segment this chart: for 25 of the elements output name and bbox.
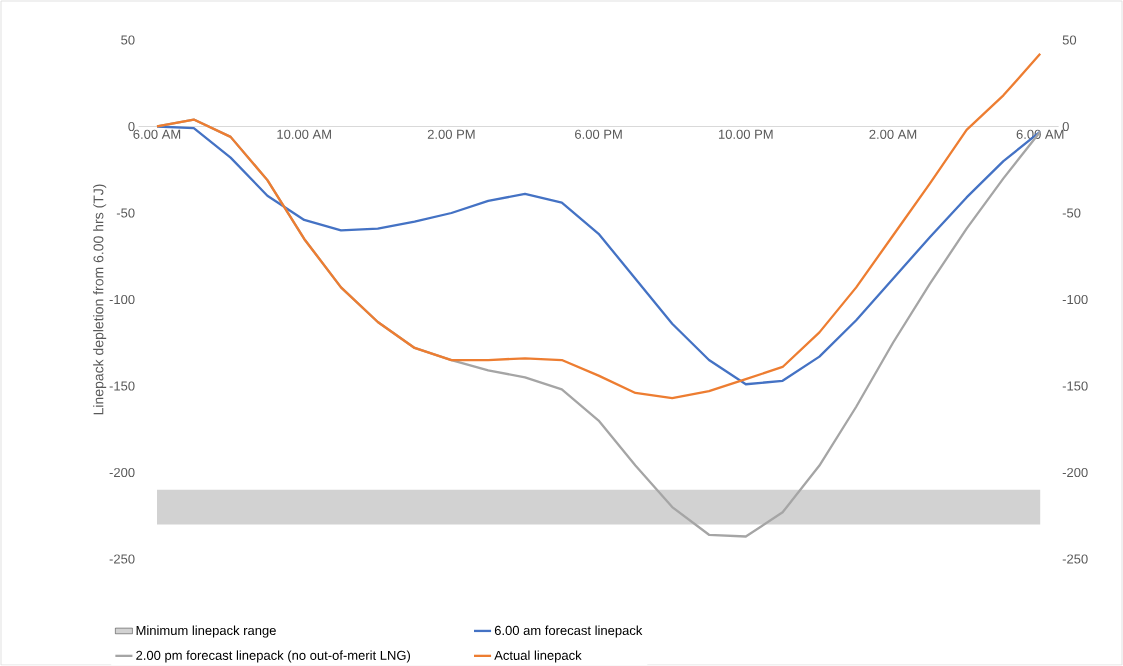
y-tick-label: -50 — [116, 208, 135, 218]
y2-tick-label: -250 — [1062, 554, 1088, 564]
y2-tick-label: -50 — [1062, 208, 1081, 218]
y2-tick-label: 50 — [1062, 35, 1077, 45]
y-axis-title: Linepack depletion from 6.00 hrs (TJ) — [93, 184, 107, 415]
y-tick-label: -250 — [109, 554, 135, 564]
x-tick-label: 6.00 AM — [133, 129, 181, 139]
y-tick-label: -150 — [109, 381, 135, 391]
y-tick-label: 50 — [121, 35, 135, 45]
y2-tick-label: -100 — [1062, 294, 1088, 305]
legend-label: 6.00 am forecast linepack — [494, 625, 643, 638]
y-tick-label: 0 — [128, 121, 135, 132]
legend-label: Actual linepack — [494, 650, 582, 663]
x-tick-label: 10.00 AM — [277, 129, 331, 139]
x-tick-label: 2.00 AM — [869, 129, 917, 139]
legend-label: Minimum linepack range — [136, 625, 276, 638]
y2-tick-label: -150 — [1062, 381, 1088, 391]
y-tick-label: -100 — [109, 294, 135, 305]
x-tick-label: 6.00 PM — [575, 129, 622, 139]
y2-tick-label: -200 — [1062, 467, 1088, 478]
y2-tick-label: 0 — [1062, 121, 1069, 132]
y-tick-label: -200 — [109, 467, 135, 478]
legend-label: 2.00 pm forecast linepack (no out-of-merit LNG) — [136, 650, 411, 663]
x-tick-label: 10.00 PM — [718, 129, 773, 139]
x-tick-label: 2.00 PM — [427, 129, 475, 139]
